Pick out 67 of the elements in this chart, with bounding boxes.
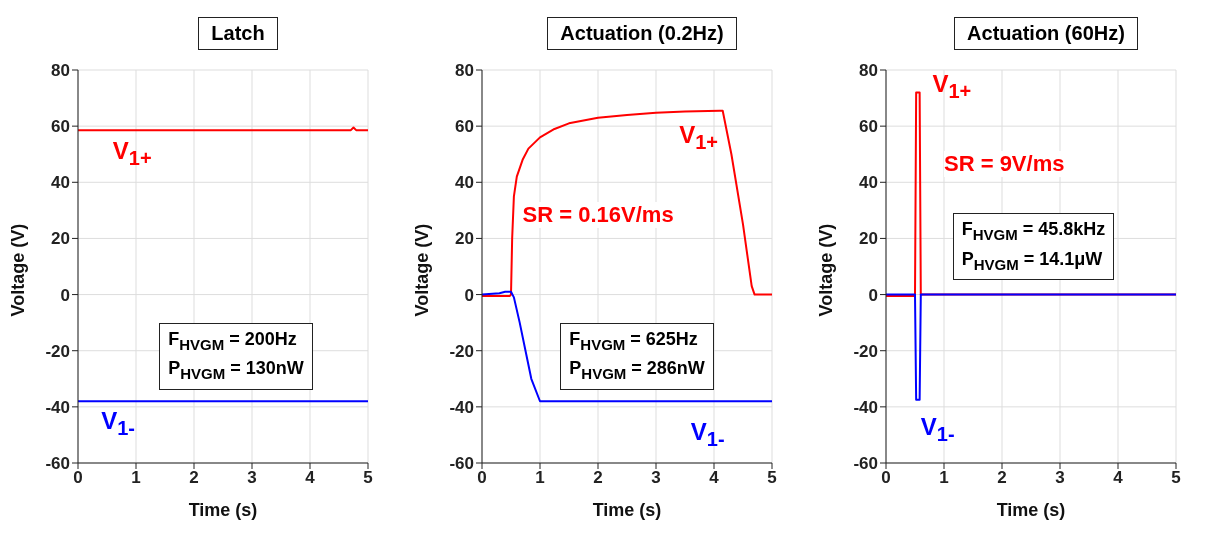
series-label: V$_{1-}$ (690, 418, 725, 451)
line-series (482, 290, 772, 403)
annotation: P$_{HVGM}$ = 286nW (569, 357, 705, 384)
y-tick-label: -60 (45, 454, 70, 474)
x-tick-label: 0 (73, 468, 83, 488)
y-tick-label: -20 (853, 341, 878, 361)
y-tick-label: 60 (455, 117, 474, 137)
y-tick-label: -40 (45, 397, 70, 417)
y-axis-title: Voltage (V) (8, 223, 29, 317)
y-tick-label: 40 (51, 173, 70, 193)
y-tick-label: 80 (859, 61, 878, 81)
y-tick-label: -40 (449, 397, 474, 417)
x-axis-title: Time (s) (592, 500, 662, 520)
x-tick-label: 4 (709, 468, 720, 488)
y-tick-label: -60 (449, 454, 474, 474)
y-tick-label: 80 (455, 61, 474, 81)
y-tick-label: 60 (859, 117, 878, 137)
y-tick-label: 80 (51, 61, 70, 81)
x-tick-label: 5 (1171, 468, 1181, 488)
annotation: F$_{HVGM}$ = 625Hz (569, 327, 699, 355)
x-axis-title: Time (s) (188, 500, 258, 520)
annotation: P$_{HVGM}$ = 130nW (168, 357, 304, 384)
x-tick-label: 5 (767, 468, 777, 488)
x-tick-label: 2 (189, 468, 199, 488)
y-tick-label: 40 (455, 173, 474, 193)
x-tick-label: 2 (997, 468, 1007, 488)
x-tick-label: 1 (939, 468, 949, 488)
series-label: V$_{1-}$ (920, 412, 955, 446)
series-label: V$_{1-}$ (101, 406, 135, 440)
chart-title: Latch (198, 16, 278, 50)
x-tick-label: 1 (131, 468, 141, 488)
series-label: V$_{1+}$ (932, 70, 972, 103)
y-tick-label: 0 (60, 285, 70, 305)
y-tick-label: 0 (464, 285, 474, 305)
x-axis-title: Time (s) (996, 500, 1066, 520)
chart-title: Actuation (60Hz) (954, 16, 1138, 50)
x-tick-label: 0 (477, 468, 487, 488)
annotation: F$_{HVGM}$ = 45.8kHz (961, 218, 1106, 245)
line-series (482, 109, 772, 297)
x-tick-label: 3 (651, 468, 661, 488)
series-label: V$_{1+}$ (112, 137, 152, 171)
y-tick-label: 40 (859, 173, 878, 193)
x-tick-label: 4 (1113, 468, 1124, 488)
y-tick-label: -20 (45, 341, 70, 361)
y-tick-label: 20 (455, 229, 474, 249)
x-tick-label: 2 (593, 468, 603, 488)
y-tick-label: 60 (51, 117, 70, 137)
x-tick-label: 3 (1055, 468, 1065, 488)
y-tick-label: -20 (449, 341, 474, 361)
y-tick-label: 20 (859, 229, 878, 249)
x-tick-label: 3 (247, 468, 257, 488)
annotation: SR = 0.16V/ms (522, 201, 674, 228)
x-tick-label: 5 (363, 468, 373, 488)
annotation: P$_{HVGM}$ = 14.1μW (961, 247, 1104, 275)
y-axis-title: Voltage (V) (412, 223, 433, 317)
y-tick-label: 20 (51, 229, 70, 249)
x-tick-label: 4 (305, 468, 316, 488)
y-tick-label: 0 (868, 285, 878, 305)
annotation: SR = 9V/ms (944, 151, 1065, 178)
x-tick-label: 0 (881, 468, 891, 488)
x-tick-label: 1 (535, 468, 545, 488)
series-label: V$_{1+}$ (679, 120, 719, 154)
chart-title: Actuation (0.2Hz) (547, 16, 737, 50)
y-tick-label: -40 (853, 397, 878, 417)
y-axis-title: Voltage (V) (816, 223, 837, 317)
y-tick-label: -60 (853, 454, 878, 474)
annotation: F$_{HVGM}$ = 200Hz (168, 327, 298, 355)
